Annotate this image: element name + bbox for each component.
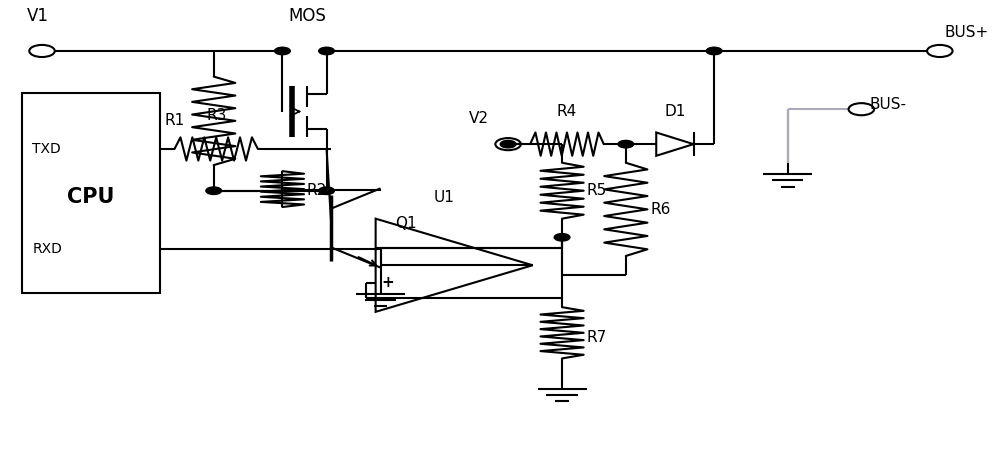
Text: RXD: RXD <box>32 242 62 256</box>
Text: -: - <box>384 240 391 255</box>
Text: R3: R3 <box>206 108 226 123</box>
Text: R7: R7 <box>587 330 607 345</box>
Circle shape <box>554 234 570 241</box>
Text: BUS+: BUS+ <box>945 25 989 40</box>
Text: TXD: TXD <box>32 142 61 156</box>
Text: V2: V2 <box>469 111 489 125</box>
Text: BUS-: BUS- <box>869 97 906 112</box>
Text: Q1: Q1 <box>395 216 417 231</box>
Text: R6: R6 <box>650 202 671 217</box>
Circle shape <box>275 47 290 55</box>
Circle shape <box>618 140 634 148</box>
Text: R5: R5 <box>587 183 607 198</box>
Text: V1: V1 <box>27 8 49 26</box>
Text: R1: R1 <box>164 114 184 128</box>
Text: R4: R4 <box>557 104 577 119</box>
Text: U1: U1 <box>434 190 455 205</box>
Text: R2: R2 <box>307 183 327 198</box>
Text: D1: D1 <box>664 104 686 119</box>
Text: MOS: MOS <box>288 8 326 26</box>
Circle shape <box>206 187 222 194</box>
Text: CPU: CPU <box>67 187 115 207</box>
Circle shape <box>319 47 334 55</box>
Circle shape <box>319 187 334 194</box>
Text: +: + <box>381 275 394 290</box>
Circle shape <box>500 140 516 148</box>
Bar <box>22 93 160 293</box>
Circle shape <box>706 47 722 55</box>
